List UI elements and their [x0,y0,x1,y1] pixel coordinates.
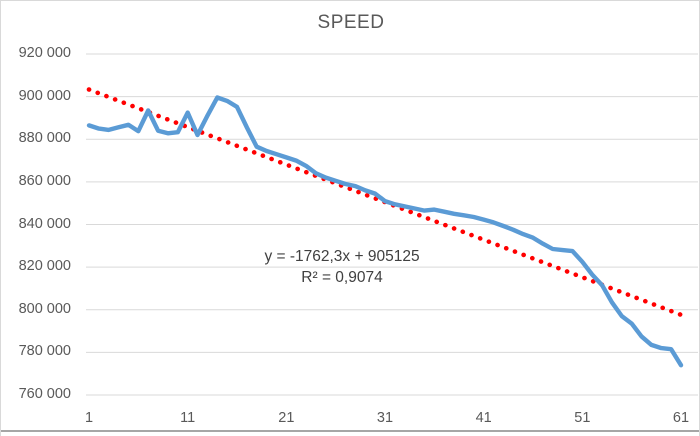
y-axis-tick-label: 920 000 [18,45,71,61]
trendline-equation: y = -1762,3x + 905125 [264,248,420,265]
y-axis-tick-label: 800 000 [18,300,71,317]
x-axis-tick-label: 11 [180,410,196,426]
y-axis-tick-label: 880 000 [18,130,71,147]
trendline-equation-label[interactable]: y = -1762,3x + 905125 R² = 0,9074 [264,246,419,288]
y-axis-tick-label: 780 000 [18,343,71,360]
y-axis-tick-label: 860 000 [18,172,71,189]
y-axis-tick-label: 840 000 [18,215,71,232]
speed-series-line[interactable] [86,95,684,368]
gridlines [86,53,698,396]
trendline-r-squared: R² = 0,9074 [301,269,383,286]
x-axis-tick-label: 61 [672,410,690,426]
x-axis-tick-label: 31 [376,410,394,426]
y-axis-tick-label: 760 000 [18,386,71,402]
x-axis-tick-label: 51 [574,410,591,426]
y-axis-tick-label: 820 000 [18,258,71,275]
y-axis-tick-label: 900 000 [18,87,71,104]
x-axis-tick-label: 1 [84,410,94,426]
x-axis-tick-label: 41 [475,410,492,426]
chart-title[interactable]: SPEED [317,12,385,33]
x-axis-tick-label: 21 [278,410,295,426]
chart-bottom-border [1,430,699,432]
